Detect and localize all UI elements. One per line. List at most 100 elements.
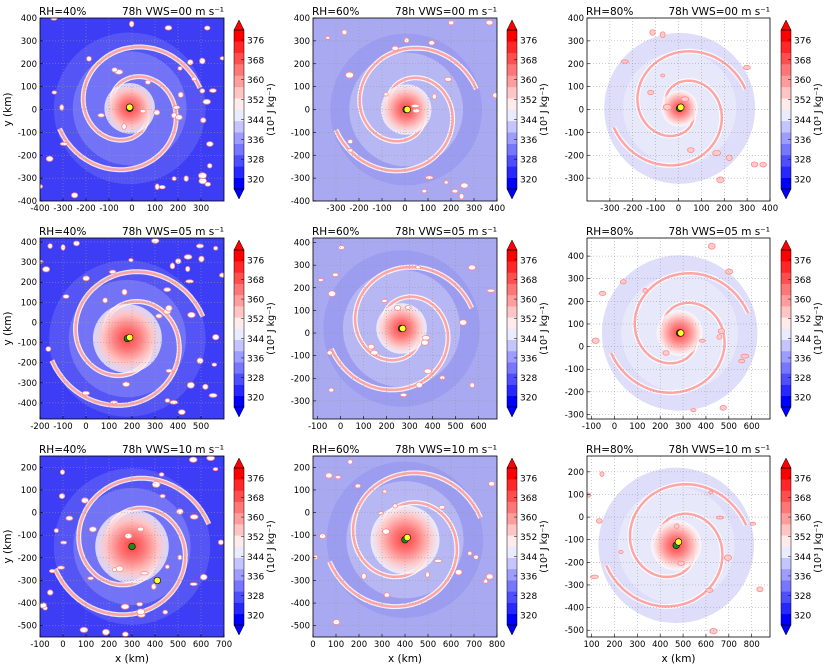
convective-cell [65,515,74,521]
center-marker-yellow [674,538,683,546]
y-tick-label: 0 [305,106,310,116]
colorbar-tick-label: 336 [247,572,264,582]
colorbar-bin [234,132,244,144]
colorbar-tick-label: 352 [794,315,811,325]
y-axis-label: y (km) [2,311,14,345]
colorbar-tick-label: 336 [247,136,264,146]
convective-cell [183,254,193,260]
convective-cell [619,279,627,285]
panel-5: -100 0 100 200 300 400 500 600 -300 -200 -100 0 100 2… [291,226,498,432]
x-tick-label: 200 [652,422,668,432]
x-tick-label: 300 [374,640,390,650]
convective-cell [110,400,119,405]
convective-cell [53,528,59,533]
convective-cell [381,298,388,303]
convective-cell [382,528,391,535]
convective-cell [590,574,599,580]
x-tick-label: 100 [147,204,163,214]
convective-cell [699,338,706,343]
convective-cell [595,518,603,524]
convective-cell [313,554,319,561]
x-tick-label: 100 [355,422,371,432]
colorbar-bin [507,143,517,156]
axes-frame [586,237,771,420]
panel-3: -300 -200 -100 0 100 200 300 400 -300 -200 -100 0 10… [565,6,778,214]
panel-time-label: 78h [122,226,142,238]
y-tick-label: 0 [32,106,37,116]
convective-cell [332,619,341,626]
convective-cell [206,141,214,147]
convective-cell [57,565,65,570]
panel-rh-label: RH=40% [39,444,86,456]
x-tick-label: -200 [76,204,95,214]
y-tick-label: -100 [565,128,584,138]
convective-cell [680,96,690,102]
y-tick-label: 400 [568,252,584,262]
convective-cell [717,328,726,335]
colorbar-bin [781,546,791,559]
x-tick-label: -100 [308,422,327,432]
colorbar-bin [507,384,517,397]
convective-cell [124,532,133,539]
convective-cell [171,176,177,181]
colorbar-tick-label: 360 [520,76,537,86]
x-tick-label: -200 [349,204,368,214]
x-tick-label: 0 [612,422,617,432]
y-tick-label: -300 [18,379,37,389]
convective-cell [332,272,339,277]
convective-cell [425,571,431,578]
x-tick-label: 100 [693,204,709,214]
convective-cell [158,185,166,190]
panel-vws-label: VWS=00 m s⁻¹ [691,6,770,18]
colorbar-bin [781,591,791,603]
convective-cell [404,305,412,310]
colorbar-tick-label: 344 [247,116,264,126]
convective-cell [191,76,197,82]
convective-cell [399,392,408,397]
convective-cell [690,408,697,413]
convective-cell [347,148,354,153]
colorbar-bin [234,580,244,592]
colorbar-bin [507,350,517,363]
convective-cell [196,357,204,364]
x-tick-label: 400 [652,640,668,650]
convective-cell [647,89,655,96]
convective-cell [140,571,149,576]
colorbar-bin [507,468,517,480]
convective-cell [660,73,666,78]
convective-cell [716,334,723,340]
colorbar-label: (10³ J kg⁻¹) [266,83,277,136]
colorbar-bin [234,177,244,190]
convective-cell [59,141,69,146]
convective-cell [392,503,398,509]
colorbar-tick-label: 352 [520,315,537,325]
y-tick-label: -300 [565,174,584,184]
colorbar-extend-max [780,457,792,469]
convective-cell [415,381,423,389]
colorbar-tick-label: 344 [794,116,811,126]
field [313,238,497,419]
colorbar-bin [507,395,517,408]
colorbar-bin [781,120,791,133]
convective-cell [410,103,420,108]
y-tick-label: 100 [21,486,37,496]
y-tick-label: -400 [18,399,37,409]
convective-cell [73,240,80,247]
colorbar-tick-label: 320 [247,176,264,186]
y-tick-label: -200 [291,374,310,384]
colorbar-tick-label: 368 [794,56,811,66]
convective-cell [186,381,195,389]
colorbar-bin [507,120,517,133]
convective-cell [361,572,367,580]
colorbar-bin [234,120,244,133]
colorbar-tick-label: 320 [794,394,811,404]
colorbar-tick-label: 344 [794,335,811,345]
convective-cell [198,177,207,185]
convective-cell [164,564,170,570]
colorbar-frame [506,249,518,408]
colorbar-bin [234,546,244,559]
y-tick-label: -200 [565,151,584,161]
y-tick-label: -500 [18,622,37,632]
colorbar-bin [234,75,244,88]
convective-cell [219,56,224,61]
